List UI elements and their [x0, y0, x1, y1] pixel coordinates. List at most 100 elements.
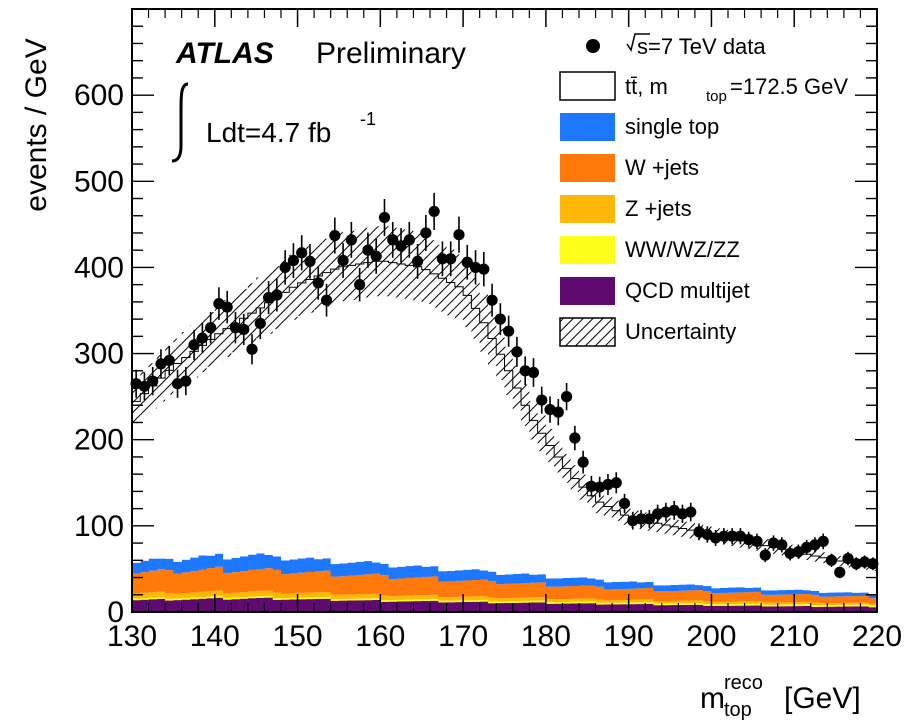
bar-single_top — [612, 581, 621, 590]
bar-wjets — [289, 573, 298, 594]
bar-zjets — [636, 599, 646, 603]
bar-zjets — [744, 601, 754, 604]
data-marker — [420, 227, 432, 239]
bar-single_top — [529, 574, 538, 583]
data-point — [196, 322, 208, 354]
bar-single_top — [372, 562, 381, 574]
bar-diboson — [305, 597, 315, 600]
data-marker — [718, 530, 730, 542]
series-single_top — [132, 553, 878, 599]
bar-zjets — [214, 590, 224, 596]
bar-single_top — [264, 554, 274, 569]
bar-diboson — [810, 605, 820, 607]
bar-ttbar — [645, 521, 654, 582]
data-marker — [221, 301, 233, 313]
bar-wjets — [769, 594, 778, 603]
bar-qcd — [860, 606, 870, 612]
bar-diboson — [338, 599, 348, 601]
bar-ttbar — [736, 540, 745, 588]
uncertainty-bin — [454, 254, 464, 320]
bar-wjets — [728, 592, 737, 602]
experiment-label: ATLAS — [175, 37, 274, 70]
data-point — [428, 192, 440, 231]
bar-wjets — [165, 570, 174, 594]
bar-ttbar — [810, 556, 820, 591]
bar-zjets — [587, 598, 596, 602]
bar-qcd — [388, 601, 398, 612]
bar-single_top — [570, 577, 580, 587]
bar-ttbar — [620, 515, 629, 582]
data-point — [618, 493, 631, 514]
bar-diboson — [628, 602, 638, 605]
bar-single_top — [686, 584, 696, 591]
data-marker — [635, 513, 647, 525]
bar-diboson — [330, 598, 340, 601]
uncertainty-bin — [678, 520, 687, 537]
bar-zjets — [239, 592, 249, 598]
data-points — [130, 192, 879, 579]
uncertainty-bin — [330, 234, 339, 304]
bar-single_top — [148, 558, 158, 571]
bar-ttbar — [628, 518, 638, 582]
bar-ttbar — [529, 420, 538, 575]
x-axis-title-sub: top — [724, 699, 752, 721]
uncertainty-bin — [446, 249, 455, 316]
bar-single_top — [835, 592, 845, 597]
bar-qcd — [487, 603, 497, 612]
data-point — [387, 221, 399, 258]
data-point — [610, 472, 622, 494]
data-marker — [354, 279, 366, 291]
bar-zjets — [181, 593, 191, 599]
bar-wjets — [272, 569, 282, 593]
bar-zjets — [694, 600, 704, 604]
bar-qcd — [562, 603, 572, 612]
uncertainty-bin — [835, 555, 844, 567]
uncertainty-bin — [545, 428, 555, 463]
uncertainty-bin — [579, 474, 588, 500]
bar-ttbar — [206, 339, 216, 556]
data-point — [643, 510, 655, 528]
bar-ttbar — [554, 456, 563, 579]
bar-zjets — [545, 599, 555, 602]
legend-label-ttbar-suffix: =172.5 GeV — [730, 74, 848, 99]
bar-qcd — [206, 598, 216, 612]
uncertainty-bin — [305, 246, 315, 313]
bar-zjets — [645, 599, 654, 603]
bar-ttbar — [446, 282, 456, 571]
uncertainty-bin — [396, 229, 406, 299]
bar-qcd — [843, 606, 853, 612]
bar-single_top — [305, 557, 315, 572]
bar-ttbar — [165, 370, 174, 559]
data-point — [362, 232, 374, 268]
legend-label-qcd: QCD multijet — [625, 278, 750, 303]
bar-single_top — [852, 592, 861, 597]
bar-zjets — [678, 600, 687, 604]
bar-wjets — [471, 580, 480, 597]
bar-ttbar — [189, 351, 199, 558]
bar-diboson — [703, 604, 712, 606]
bar-diboson — [587, 601, 596, 604]
uncertainty-bin — [537, 415, 546, 452]
bar-diboson — [189, 597, 199, 600]
bar-wjets — [438, 581, 447, 598]
bar-qcd — [670, 605, 679, 612]
bar-qcd — [728, 605, 737, 612]
data-marker — [527, 366, 540, 379]
bar-ttbar — [281, 292, 290, 561]
data-point — [312, 266, 324, 300]
bar-ttbar — [802, 554, 812, 591]
bar-zjets — [322, 591, 331, 597]
bar-ttbar — [297, 282, 307, 559]
bar-qcd — [603, 604, 613, 612]
bar-zjets — [363, 593, 373, 599]
bar-wjets — [587, 585, 596, 599]
bar-zjets — [156, 591, 166, 597]
bar-single_top — [198, 555, 207, 570]
bar-wjets — [322, 570, 331, 592]
bar-qcd — [537, 602, 547, 612]
bar-zjets — [843, 602, 853, 605]
bar-zjets — [686, 600, 696, 604]
bar-zjets — [794, 602, 803, 605]
legend-swatch-ttbar — [559, 71, 616, 101]
y-tick-label: 300 — [74, 338, 124, 371]
